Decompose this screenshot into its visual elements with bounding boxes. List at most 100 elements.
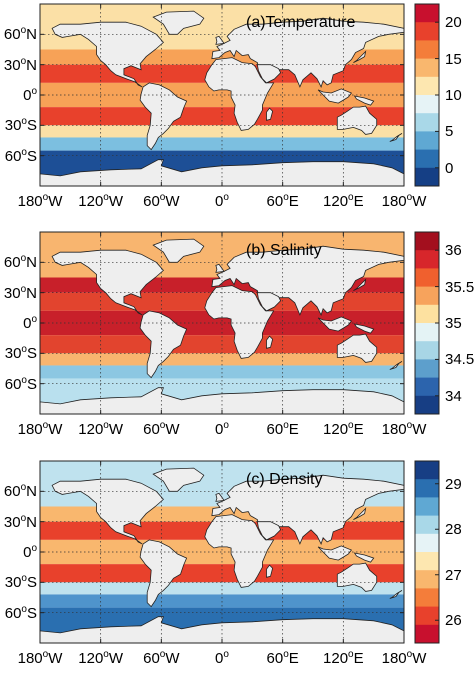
colorbar-segment: [415, 588, 439, 608]
australia-landmass: [336, 333, 378, 363]
colorbar-tick-label: 5: [445, 123, 454, 141]
x-tick-label: 120oW: [78, 649, 124, 667]
arabia-landmass: [256, 292, 282, 312]
y-tick-label: 60oN: [3, 482, 37, 501]
north-america-landmass: [51, 21, 164, 88]
papua-landmass: [353, 323, 375, 334]
temperature-map-svg: [39, 3, 440, 187]
africa-landmass: [204, 285, 275, 359]
x-tick-label: 120oE: [323, 649, 364, 667]
y-tick-label: 60oN: [3, 25, 37, 44]
north-america-landmass: [51, 478, 164, 545]
y-tick-label: 0o: [23, 543, 37, 561]
x-tick-label: 60oE: [266, 420, 299, 438]
panel-title: (b) Salinity: [246, 242, 322, 259]
colorbar-segment: [415, 395, 439, 415]
x-tick-label: 60oW: [143, 192, 180, 210]
colorbar-segment: [415, 113, 439, 132]
greenland-landmass: [152, 238, 205, 263]
papua-landmass: [353, 552, 375, 563]
colorbar-tick-label: 35: [445, 315, 462, 332]
japan-landmass: [353, 278, 367, 291]
colorbar-segment: [415, 149, 439, 169]
panel-title: (a)Temperature: [246, 14, 356, 31]
colorbar-segment: [415, 461, 439, 480]
y-tick-label: 30oN: [3, 55, 37, 74]
colorbar-tick-label: 10: [445, 87, 462, 104]
colorbar-tick-label: 34.5: [445, 351, 474, 369]
colorbar-tick-label: 0: [445, 159, 454, 177]
colorbar-segment: [415, 167, 439, 187]
density-panel: 29 28 27 26 60oN 30oN 0o 30oS 60oS 180oW 120oW 60oW…: [0, 457, 474, 685]
y-tick-label: 60oS: [4, 374, 37, 393]
colorbar-segment: [415, 341, 439, 360]
uk-landmass: [215, 492, 225, 502]
x-tick-label: 180oW: [381, 192, 427, 210]
x-tick-label: 180oW: [17, 192, 63, 210]
y-tick-label: 60oS: [4, 146, 37, 165]
colorbar-tick-label: 36: [445, 242, 462, 260]
north-america-landmass: [51, 249, 164, 316]
colorbar-segment: [415, 4, 439, 23]
japan-landmass: [353, 507, 367, 520]
colorbar-segment: [415, 515, 439, 535]
colorbar-segment: [415, 76, 439, 96]
africa-landmass: [204, 514, 275, 588]
madagascar-landmass: [266, 335, 274, 349]
colorbar-segment: [415, 95, 439, 114]
madagascar-landmass: [266, 564, 274, 578]
x-tick-label: 60oE: [266, 649, 299, 667]
ocean-field-band: [40, 125, 404, 138]
colorbar-frame: [414, 460, 440, 644]
arabia-landmass: [256, 521, 282, 541]
colorbar-segment: [415, 570, 439, 589]
colorbar-segment: [415, 268, 439, 288]
y-tick-label: 60oN: [3, 253, 37, 272]
colorbar-segment: [415, 497, 439, 517]
y-tick-label: 60oS: [4, 603, 37, 622]
new-zealand-landmass: [389, 590, 403, 599]
south-america-landmass: [139, 539, 188, 608]
x-tick-label: 180oW: [381, 420, 427, 438]
x-tick-label: 60oW: [143, 420, 180, 438]
salinity-map-svg: [39, 231, 440, 415]
colorbar-segment: [415, 606, 439, 626]
colorbar-segment: [415, 58, 439, 78]
x-tick-label: 0o: [215, 649, 229, 667]
colorbar-segment: [415, 131, 439, 151]
africa-landmass: [204, 57, 275, 131]
greenland-landmass: [152, 10, 205, 35]
x-tick-label: 0o: [215, 420, 229, 438]
australia-landmass: [336, 562, 378, 592]
papua-landmass: [353, 95, 375, 106]
colorbar-segment: [415, 377, 439, 397]
australia-landmass: [336, 105, 378, 135]
salinity-panel: 36 35.5 35 34.5 34 60oN 30oN 0o 30oS 60oS 180oW 120…: [0, 228, 474, 456]
ocean-field-band: [40, 582, 404, 595]
colorbar-segment: [415, 359, 439, 379]
south-america-landmass: [139, 310, 188, 379]
x-tick-label: 180oW: [17, 649, 63, 667]
colorbar-tick-label: 34: [445, 387, 462, 405]
x-tick-label: 120oW: [78, 192, 124, 210]
y-tick-label: 30oN: [3, 512, 37, 531]
y-tick-label: 30oS: [4, 116, 37, 135]
colorbar-segment: [415, 479, 439, 498]
uk-landmass: [215, 263, 225, 273]
colorbar-segment: [415, 232, 439, 251]
colorbar-segment: [415, 304, 439, 324]
y-tick-label: 30oS: [4, 573, 37, 592]
y-tick-label: 0o: [23, 314, 37, 332]
x-tick-label: 60oW: [143, 649, 180, 667]
arabia-landmass: [256, 64, 282, 84]
colorbar-segment: [415, 40, 439, 60]
colorbar-tick-label: 28: [445, 521, 462, 539]
ocean-field-band: [40, 353, 404, 366]
uk-landmass: [215, 35, 225, 45]
x-tick-label: 0o: [215, 192, 229, 210]
colorbar-tick-label: 15: [445, 50, 462, 68]
colorbar-tick-label: 20: [445, 14, 462, 32]
japan-landmass: [353, 50, 367, 63]
south-america-landmass: [139, 82, 188, 151]
y-tick-label: 30oN: [3, 283, 37, 302]
